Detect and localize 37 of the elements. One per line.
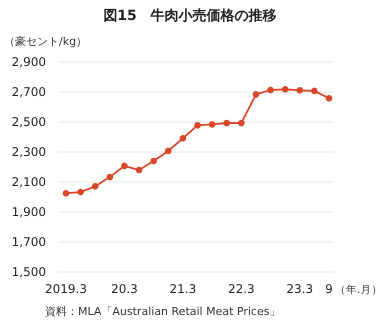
x-axis-title: （年.月）: [335, 284, 380, 296]
point: [136, 166, 142, 174]
point: [121, 162, 128, 170]
y-tick-label: 2,700: [12, 85, 46, 100]
point: [311, 88, 318, 94]
point: [282, 86, 288, 93]
point: [238, 120, 245, 126]
chart-title: 図15 牛肉小売価格の推移: [103, 8, 277, 24]
y-tick-label: 1,700: [12, 235, 46, 250]
y-tick-label: 2,500: [12, 115, 46, 130]
point: [164, 148, 172, 154]
point: [296, 87, 304, 94]
point: [77, 188, 84, 196]
point: [62, 190, 70, 197]
point: [223, 120, 230, 126]
y-tick-label: 2,100: [12, 175, 46, 190]
x-tick-label: 21.3: [170, 282, 196, 296]
x-tick-label: 23.3: [286, 282, 314, 296]
point: [180, 135, 186, 142]
x-tick-label: 22.3: [228, 282, 255, 296]
y-axis-title: （豪セント/kg）: [4, 35, 88, 48]
y-tick-label: 1,900: [12, 205, 46, 220]
y-tick-label: 2,300: [12, 145, 46, 160]
text: 資料：MLA「Australian Retail Meat Prices」: [45, 305, 280, 318]
point: [106, 174, 114, 180]
point: [150, 158, 157, 164]
x-tick-label: 20.3: [111, 282, 138, 296]
y-tick-label: 2,900: [12, 55, 46, 70]
point: [194, 122, 201, 129]
point: [267, 86, 274, 94]
point: [208, 121, 216, 128]
x-tick-label: 2019.3: [45, 282, 87, 296]
point: [92, 183, 99, 190]
point: [252, 91, 260, 98]
x-tick-label: 9: [325, 282, 333, 296]
point: [326, 95, 332, 102]
y-tick-label: 1,500: [12, 265, 46, 280]
